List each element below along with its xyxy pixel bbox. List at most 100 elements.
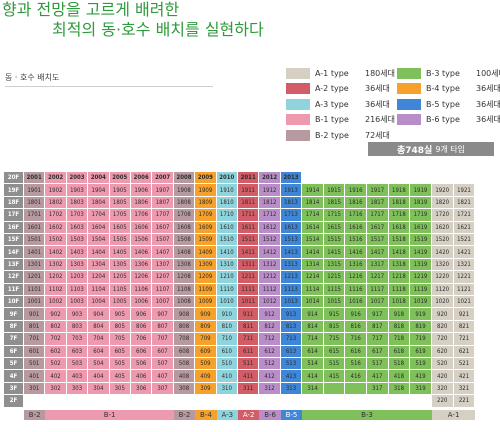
unit-cell: 605 (109, 345, 131, 358)
unit-cell: 506 (131, 358, 153, 371)
unit-cell: 806 (131, 320, 153, 334)
unit-cell: 1417 (367, 246, 389, 259)
unit-cell: 1604 (88, 221, 110, 234)
unit-cell: 909 (195, 308, 217, 321)
unit-cell: 1407 (152, 246, 174, 259)
unit-cell: 1816 (345, 196, 367, 210)
unit-cell: 1519 (410, 234, 432, 247)
unit-cell: 1416 (345, 246, 367, 259)
unit-cell: 1012 (259, 296, 281, 309)
unit-cell: 609 (195, 345, 217, 358)
type-label: B-2 (173, 409, 196, 420)
unit-cell: 1203 (66, 271, 89, 284)
unit-cell: 1713 (280, 209, 303, 222)
unit-cell: 1818 (388, 196, 411, 210)
unit-cell: 519 (410, 358, 432, 371)
unit-cell: 518 (388, 358, 411, 371)
unit-cell: 908 (173, 308, 196, 321)
unit-cell: 1811 (238, 196, 260, 210)
unit-cell: 1517 (367, 234, 389, 247)
unit-cell: 419 (410, 370, 432, 383)
unit-cell: 508 (173, 358, 196, 371)
unit-cell: 921 (453, 308, 476, 321)
floor-label: 6F (4, 345, 24, 358)
unit-cell: 1006 (131, 296, 153, 309)
unit-cell: 2011 (238, 172, 260, 185)
unit-cell: 1005 (109, 296, 131, 309)
unit-cell: 1614 (302, 221, 324, 234)
unit-cell: 617 (367, 345, 389, 358)
type-label: A-2 (238, 409, 260, 420)
unit-cell: 1721 (453, 209, 476, 222)
unit-cell: 1514 (302, 234, 324, 247)
unit-cell: 1217 (367, 271, 389, 284)
unit-cell: 1901 (24, 184, 46, 197)
unit-cell: 407 (152, 370, 174, 383)
unit-cell: 1412 (259, 246, 281, 259)
unit-cell: 312 (259, 382, 281, 396)
unit-cell: 1605 (109, 221, 131, 234)
unit-cell: 501 (24, 358, 46, 371)
unit-cell: 415 (323, 370, 346, 383)
unit-cell: 1105 (109, 283, 131, 296)
unit-cell: 403 (66, 370, 89, 383)
floor-label: 2F (4, 395, 24, 408)
unit-cell: 615 (323, 345, 346, 358)
legend-type-name: B-2 type (315, 130, 349, 140)
unit-cell: 810 (216, 320, 238, 334)
unit-cell: 1607 (152, 221, 174, 234)
unit-cell: 507 (152, 358, 174, 371)
unit-cell: 2002 (45, 172, 67, 185)
unit-cell: 1216 (345, 271, 367, 284)
unit-cell: 813 (280, 320, 303, 334)
unit-cell: 1110 (216, 283, 238, 296)
unit-cell: 321 (453, 382, 476, 396)
unit-cell: 614 (302, 345, 324, 358)
unit-cell: 613 (280, 345, 303, 358)
type-label: B-4 (195, 409, 217, 420)
unit-cell: 517 (367, 358, 389, 371)
unit-cell: 1720 (431, 209, 454, 222)
unit-cell: 1813 (280, 196, 303, 210)
unit-cell: 1701 (24, 209, 46, 222)
unit-cell: 1001 (24, 296, 46, 309)
legend-unit-count: 216세대 (365, 115, 395, 124)
legend-swatch (286, 83, 310, 94)
unit-cell: 221 (453, 395, 476, 408)
unit-cell: 713 (280, 333, 303, 346)
headline-line1: 향과 전망을 고르게 배려한 (2, 0, 180, 19)
unit-cell: 503 (66, 358, 89, 371)
unit-cell: 1620 (431, 221, 454, 234)
unit-cell: 1011 (238, 296, 260, 309)
floor-label: 5F (4, 358, 24, 371)
unit-cell: 421 (453, 370, 476, 383)
unit-cell: 1414 (302, 246, 324, 259)
legend-swatch (286, 129, 310, 141)
unit-cell: 1613 (280, 221, 303, 234)
unit-cell: 1606 (131, 221, 153, 234)
legend-total: 총748실 9개 타입 (368, 142, 494, 156)
unit-cell: 310 (216, 382, 238, 396)
unit-cell: 1213 (280, 271, 303, 284)
legend-type-name: A-2 type (315, 84, 349, 93)
unit-cell: 1805 (109, 196, 131, 210)
unit-cell: 1712 (259, 209, 281, 222)
legend-swatch (397, 67, 421, 79)
unit-cell: 1205 (109, 271, 131, 284)
unit-cell: 303 (66, 382, 89, 396)
unit-cell: 1808 (173, 196, 196, 210)
unit-cell: 1611 (238, 221, 260, 234)
unit-cell: 1702 (45, 209, 67, 222)
legend-item: A-1 type 180세대 (286, 67, 395, 79)
unit-cell: 306 (131, 382, 153, 396)
unit-cell: 1711 (238, 209, 260, 222)
unit-cell: 915 (323, 308, 346, 321)
floor-label: 15F (4, 234, 24, 247)
unit-cell: 1305 (109, 258, 131, 272)
unit-cell: 706 (131, 333, 153, 346)
unit-cell: 1803 (66, 196, 89, 210)
unit-cell: 714 (302, 333, 324, 346)
legend-item: B-2 type 72세대 (286, 129, 390, 141)
unit-cell: 910 (216, 308, 238, 321)
legend-swatch (286, 114, 310, 125)
